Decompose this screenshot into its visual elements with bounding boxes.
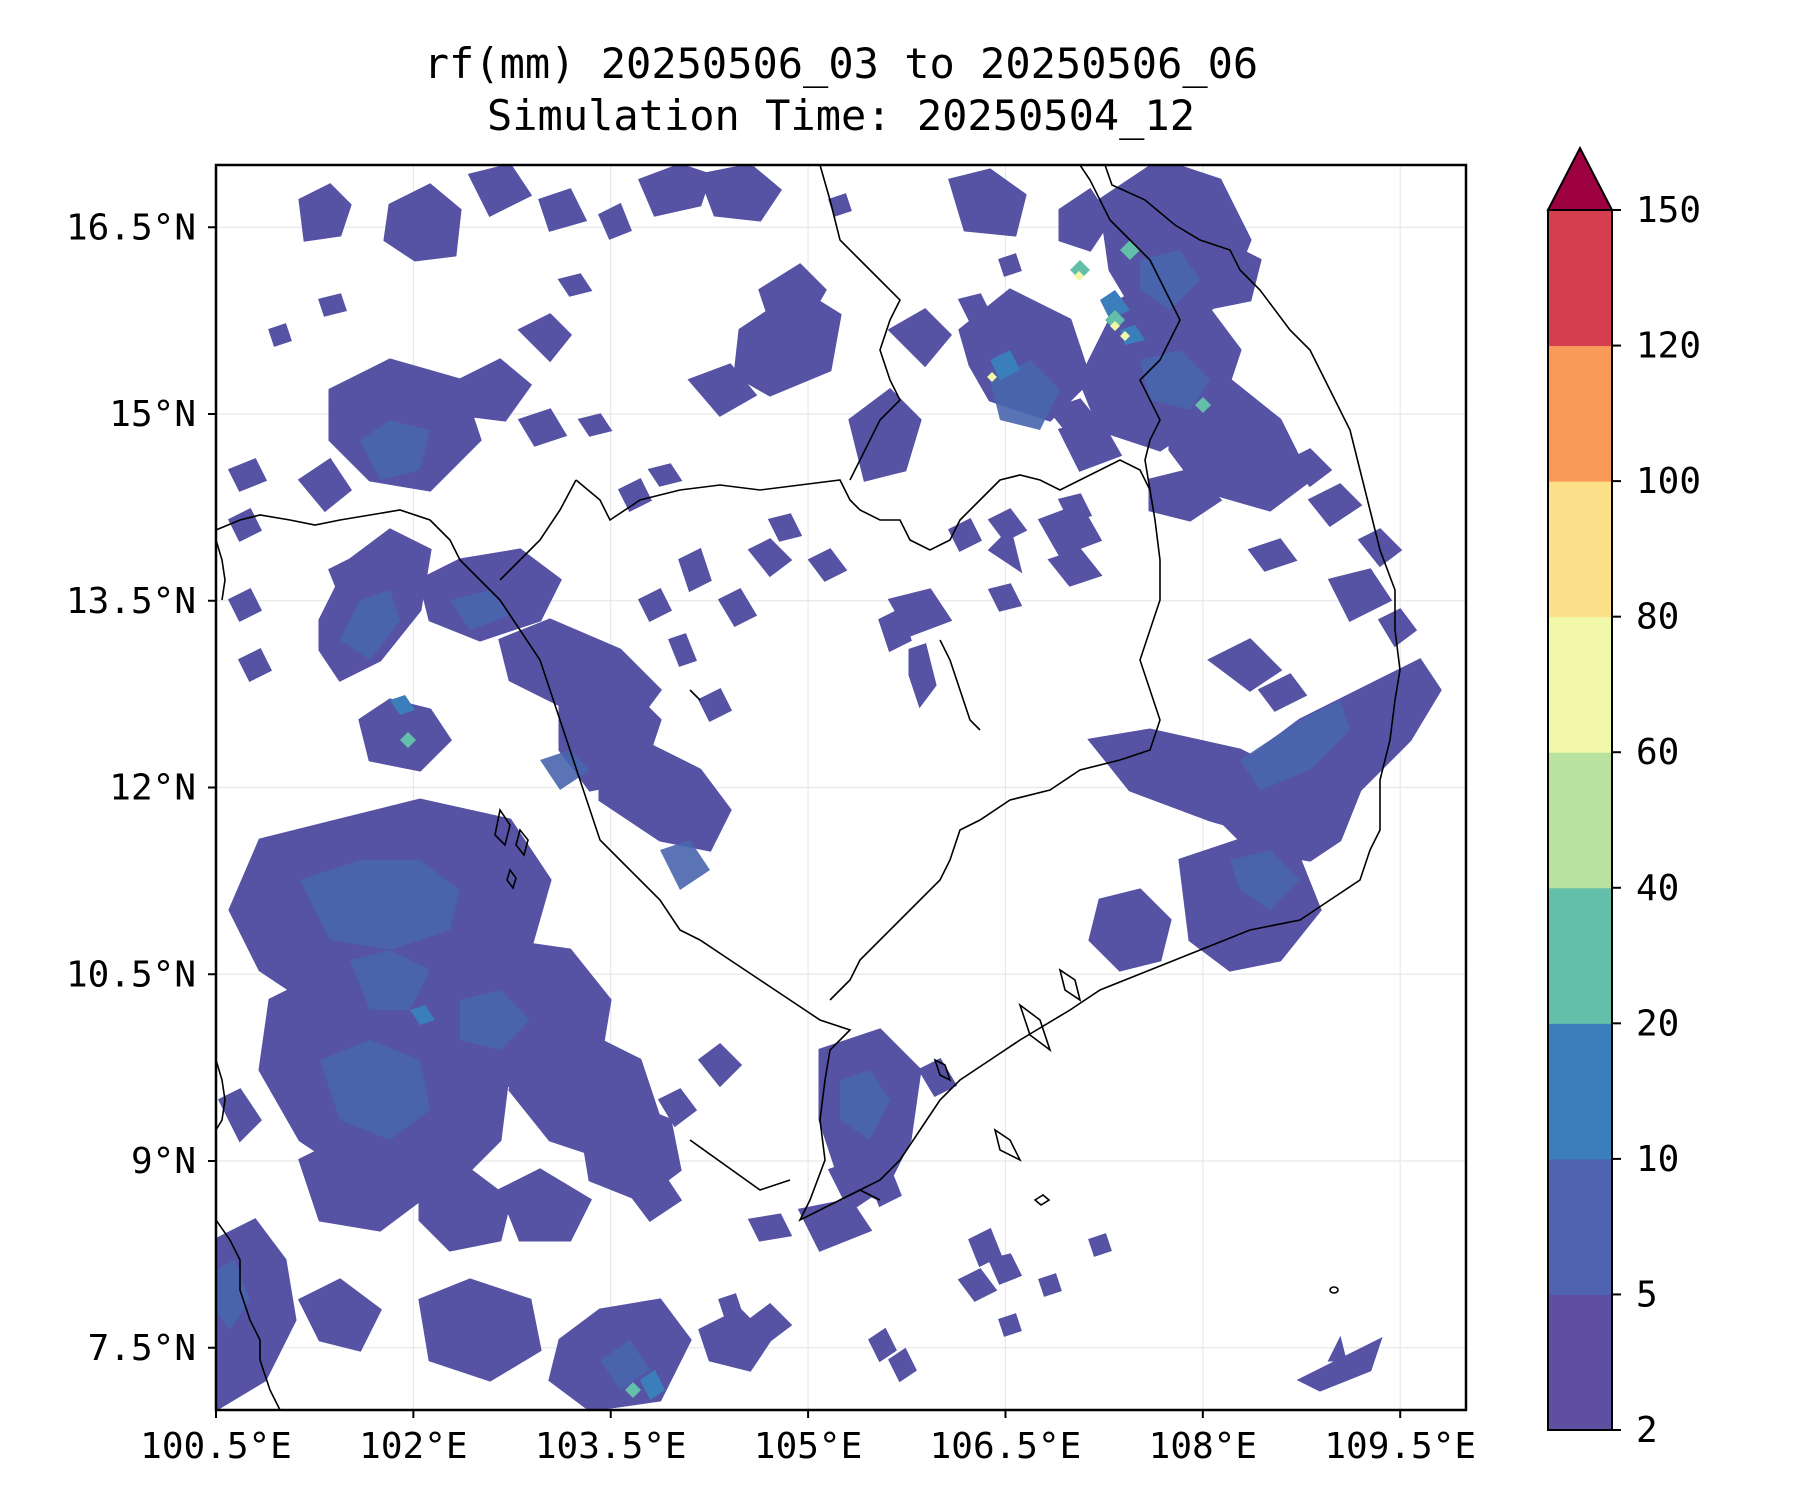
y-tick-label: 12°N: [109, 768, 196, 809]
x-tick-label: 106.5°E: [930, 1426, 1082, 1467]
colorbar-segments: [1546, 145, 1614, 1431]
x-tick-label: 103.5°E: [535, 1426, 687, 1467]
x-tick-label: 100.5°E: [140, 1426, 292, 1467]
x-tick-label: 109.5°E: [1324, 1426, 1476, 1467]
colorbar-tick-label: 120: [1636, 326, 1701, 367]
colorbar-tick-label: 150: [1636, 190, 1701, 231]
colorbar-tick-label: 60: [1636, 732, 1679, 773]
rainfall-level-10-20mm: [390, 290, 1145, 1400]
colorbar-extend-arrow: [1546, 145, 1614, 211]
x-tick-label: 102°E: [359, 1426, 467, 1467]
y-tick-label: 13.5°N: [66, 581, 196, 622]
rainfall-level-2-5mm: [216, 165, 1442, 1410]
y-tick-label: 9°N: [131, 1141, 196, 1182]
x-tick-label: 108°E: [1149, 1426, 1257, 1467]
rainfall-level-40-60mm: [987, 271, 1130, 382]
colorbar-tick-label: 2: [1636, 1410, 1658, 1451]
colorbar-segment: [1548, 1294, 1612, 1431]
colorbar-segment: [1548, 1158, 1612, 1295]
y-tick-label: 15°N: [109, 394, 196, 435]
colorbar-tick-label: 80: [1636, 597, 1679, 638]
title-line-2: Simulation Time: 20250504_12: [486, 91, 1195, 140]
colorbar-segment: [1548, 210, 1612, 347]
rainfall-level-5-10mm: [216, 250, 1350, 1390]
colorbar-segment: [1548, 345, 1612, 482]
colorbar-frame: [1547, 209, 1613, 1431]
map-title: rf(mm) 20250506_03 to 20250506_06 Simula…: [216, 38, 1466, 142]
x-tick-label: 105°E: [754, 1426, 862, 1467]
colorbar-segment: [1548, 1023, 1612, 1160]
title-line-1: rf(mm) 20250506_03 to 20250506_06: [423, 39, 1259, 88]
y-tick-label: 16.5°N: [66, 207, 196, 248]
colorbar-tick-label: 100: [1636, 461, 1701, 502]
latitude-ticks: 16.5°N 15°N 13.5°N 12°N 10.5°N 9°N 7.5°N: [66, 207, 216, 1369]
colorbar-tick-label: 5: [1636, 1274, 1658, 1315]
colorbar-segment: [1548, 616, 1612, 753]
y-tick-label: 7.5°N: [88, 1328, 196, 1369]
colorbar-ticks: 2 5 10 20 40 60 80 100 120 150: [1612, 190, 1701, 1451]
colorbar-segment: [1548, 752, 1612, 889]
y-tick-label: 10.5°N: [66, 954, 196, 995]
colorbar-segment: [1548, 481, 1612, 618]
rainfall-field: [216, 165, 1442, 1410]
colorbar-tick-label: 10: [1636, 1139, 1679, 1180]
longitude-ticks: 100.5°E 102°E 103.5°E 105°E 106.5°E 108°E 109.…: [140, 1410, 1476, 1467]
rainfall-level-20-40mm: [400, 240, 1211, 1398]
colorbar-tick-label: 40: [1636, 868, 1679, 909]
colorbar-tick-label: 20: [1636, 1003, 1679, 1044]
colorbar-segment: [1548, 887, 1612, 1024]
coastlines-and-borders: [216, 165, 1401, 1410]
